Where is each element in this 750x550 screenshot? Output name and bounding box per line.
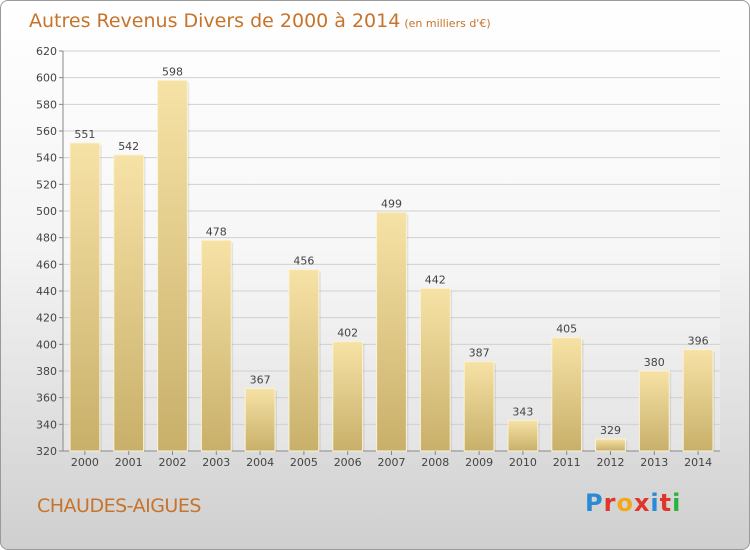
x-tick-label: 2011 bbox=[553, 456, 581, 469]
bar-value-label: 343 bbox=[512, 405, 533, 418]
bar bbox=[638, 370, 670, 452]
y-tick-label: 520 bbox=[36, 178, 57, 191]
bar bbox=[376, 211, 407, 452]
bar-value-label: 387 bbox=[469, 347, 490, 360]
y-tick-label: 600 bbox=[36, 72, 57, 85]
place-name: CHAUDES-AIGUES bbox=[37, 495, 201, 517]
x-tick-label: 2013 bbox=[640, 456, 668, 469]
x-tick-label: 2006 bbox=[334, 456, 362, 469]
bar-value-label: 499 bbox=[381, 197, 402, 210]
bar bbox=[595, 438, 626, 452]
y-tick-label: 500 bbox=[36, 205, 57, 218]
bar bbox=[157, 79, 188, 452]
bar-value-label: 402 bbox=[337, 327, 358, 340]
logo-letter: i bbox=[650, 489, 660, 517]
y-tick-label: 440 bbox=[36, 285, 57, 298]
bar-value-label: 380 bbox=[644, 356, 665, 369]
x-tick-label: 2008 bbox=[421, 456, 449, 469]
chart-title-text: Autres Revenus Divers de 2000 à 2014 bbox=[29, 10, 401, 32]
x-tick-label: 2012 bbox=[597, 456, 625, 469]
bar bbox=[682, 349, 714, 452]
y-tick-label: 620 bbox=[36, 45, 57, 58]
bar-value-label: 396 bbox=[688, 335, 709, 348]
x-tick-label: 2002 bbox=[159, 456, 187, 469]
y-tick-label: 380 bbox=[36, 365, 57, 378]
logo-letter: r bbox=[603, 489, 617, 517]
x-tick-label: 2009 bbox=[465, 456, 493, 469]
x-tick-label: 2003 bbox=[202, 456, 230, 469]
y-tick-label: 460 bbox=[36, 258, 57, 271]
bar-value-label: 598 bbox=[162, 65, 183, 78]
bar bbox=[463, 361, 495, 452]
bar bbox=[419, 287, 451, 452]
logo-letter: i bbox=[672, 489, 682, 517]
x-tick-label: 2000 bbox=[71, 456, 99, 469]
x-tick-label: 2001 bbox=[115, 456, 143, 469]
logo-letter: P bbox=[585, 489, 604, 517]
bar bbox=[507, 419, 539, 452]
y-tick-label: 360 bbox=[36, 392, 57, 405]
x-tick-label: 2005 bbox=[290, 456, 318, 469]
bar bbox=[244, 387, 276, 452]
bar bbox=[69, 142, 101, 452]
x-tick-label: 2014 bbox=[684, 456, 712, 469]
y-tick-label: 400 bbox=[36, 338, 57, 351]
chart-title: Autres Revenus Divers de 2000 à 2014 (en … bbox=[29, 10, 491, 32]
bar bbox=[113, 154, 145, 452]
y-tick-label: 540 bbox=[36, 152, 57, 165]
bar-value-label: 329 bbox=[600, 424, 621, 437]
unit-note: (en milliers d'€) bbox=[404, 17, 491, 30]
bar-value-label: 456 bbox=[293, 255, 314, 268]
logo-letter: x bbox=[633, 489, 651, 517]
y-tick-label: 480 bbox=[36, 232, 57, 245]
bar-value-label: 405 bbox=[556, 323, 577, 336]
bar-value-label: 551 bbox=[74, 128, 95, 141]
y-tick-label: 580 bbox=[36, 98, 57, 111]
y-tick-label: 340 bbox=[36, 418, 57, 431]
logo-letter: t bbox=[659, 489, 673, 517]
bar-value-label: 367 bbox=[250, 373, 271, 386]
x-tick-label: 2010 bbox=[509, 456, 537, 469]
proxiti-logo: Proxiti bbox=[585, 489, 681, 517]
bar-value-label: 478 bbox=[206, 225, 227, 238]
y-tick-label: 560 bbox=[36, 125, 57, 138]
x-tick-label: 2004 bbox=[246, 456, 274, 469]
bar bbox=[288, 269, 320, 452]
bar bbox=[551, 337, 583, 452]
logo-letter: o bbox=[616, 489, 634, 517]
bar-value-label: 542 bbox=[118, 140, 139, 153]
x-tick-label: 2007 bbox=[378, 456, 406, 469]
bar bbox=[332, 341, 364, 452]
bar-value-label: 442 bbox=[425, 273, 446, 286]
y-tick-label: 320 bbox=[36, 445, 57, 458]
y-tick-label: 420 bbox=[36, 312, 57, 325]
bar bbox=[200, 239, 232, 452]
